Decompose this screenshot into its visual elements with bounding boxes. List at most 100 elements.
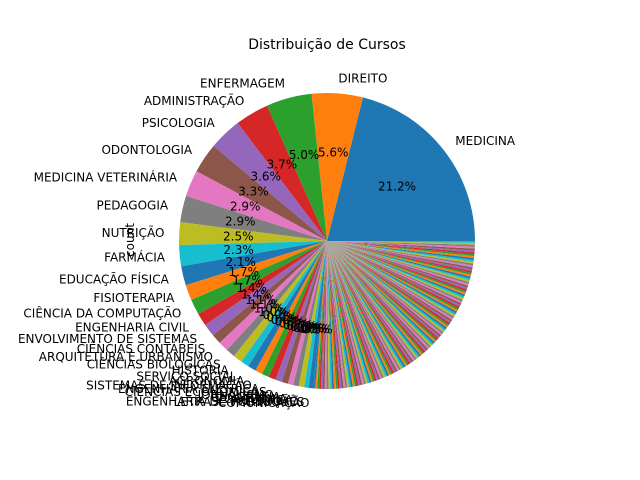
y-axis-label: count xyxy=(123,223,137,257)
slice-percent-label: 0.6% xyxy=(293,321,324,335)
pie-slice-minor xyxy=(327,241,391,376)
chart-title: Distribuição de Cursos xyxy=(248,37,406,53)
pie-slice-minor xyxy=(327,241,467,292)
pie-slice xyxy=(293,241,327,387)
pie-slice-minor xyxy=(327,241,462,306)
slice-percent-label: 0.9% xyxy=(262,308,293,322)
pie-slice-minor xyxy=(327,241,434,346)
slice-percent-label: 1.1% xyxy=(245,293,276,307)
pie-slice-minor xyxy=(327,241,443,336)
pie-slice xyxy=(219,241,327,351)
pie-slice-minor xyxy=(327,241,472,277)
pie-slice-minor xyxy=(327,241,452,324)
pie-slice-minor xyxy=(327,241,411,365)
pie-slice-minor xyxy=(327,241,461,307)
pie-slice-minor xyxy=(327,241,457,316)
slice-label: FARMÁCIA xyxy=(104,249,166,264)
pie-slice-minor xyxy=(324,241,327,389)
slice-percent-label: 5.6% xyxy=(318,145,349,159)
slice-label: SERVIÇO SOCIAL xyxy=(136,369,236,383)
pie-slice-minor xyxy=(327,241,374,383)
slice-label: CIÊNCIAS BIOLÓGICAS xyxy=(87,356,221,371)
pie-slice-minor xyxy=(327,241,361,386)
pie-slice-minor xyxy=(327,241,475,257)
pie-slice xyxy=(308,241,327,389)
pie-slice xyxy=(268,241,327,380)
pie-slice xyxy=(196,145,327,241)
slice-label: MEDICINA xyxy=(455,134,516,148)
pie-slice-minor xyxy=(327,241,388,377)
pie-slice-minor xyxy=(327,241,470,284)
pie-slice-minor xyxy=(327,241,337,389)
pie-slice-minor xyxy=(327,241,417,360)
pie-slice-minor xyxy=(327,241,469,288)
pie-slice-minor xyxy=(327,241,438,342)
pie-slice-minor xyxy=(327,241,435,344)
pie-slice-minor xyxy=(327,241,476,243)
pie-slice-minor xyxy=(327,241,465,297)
slice-label: ZOOTECNIA xyxy=(216,392,288,406)
pie-slice-minor xyxy=(327,241,475,247)
pie-slice-minor xyxy=(327,241,475,245)
slice-percent-label: 3.7% xyxy=(267,158,298,172)
slice-percent-label: 2.1% xyxy=(225,255,256,269)
pie-slice xyxy=(180,195,327,241)
pie-slice xyxy=(226,241,327,357)
pie-slice-minor xyxy=(327,241,451,325)
pie-slice-minor xyxy=(327,241,375,382)
slice-percent-label: 0.8% xyxy=(271,313,302,327)
pie-slice xyxy=(181,241,327,286)
slice-label: COMUNICAÇÃO xyxy=(218,395,310,410)
pie-slice xyxy=(185,241,327,300)
pie-slice-minor xyxy=(327,241,424,355)
pie-slice-minor xyxy=(327,241,421,357)
slice-percent-label: 0.6% xyxy=(290,320,321,334)
pie-slice-minor xyxy=(327,241,465,299)
pie-slice-minor xyxy=(327,241,448,328)
slice-percent-label: 1.0% xyxy=(254,301,285,315)
slice-percent-label: 3.6% xyxy=(250,170,281,184)
slice-label: HISTÓRIA xyxy=(172,363,230,378)
pie-slice xyxy=(298,241,327,388)
pie-slice-minor xyxy=(327,241,475,251)
slice-label: DIREITO xyxy=(338,72,387,86)
pie-slice-minor xyxy=(327,241,474,264)
slice-percent-label: 1.7% xyxy=(232,274,263,288)
pie-slice-minor xyxy=(327,241,406,368)
slice-percent-label: 1.1% xyxy=(250,297,281,311)
pie-slice-minor xyxy=(320,241,327,389)
pie-slice-minor xyxy=(327,241,471,281)
pie-slice-minor xyxy=(327,241,342,389)
pie-slice-minor xyxy=(327,241,396,373)
pie-slice-minor xyxy=(327,241,395,374)
pie-slice xyxy=(281,241,327,384)
pie-slice xyxy=(212,241,327,343)
slice-label: LETRAS - PORTUGUÊS xyxy=(174,394,305,409)
pie-slice-minor xyxy=(327,241,444,334)
slice-label: NUTRIÇÃO xyxy=(102,225,165,240)
slice-percent-label: 2.9% xyxy=(225,215,256,229)
slice-label: PSICOLOGIA xyxy=(142,116,216,130)
pie-slice-minor xyxy=(327,241,381,380)
pie-slice-minor xyxy=(327,241,370,384)
pie-slice-minor xyxy=(327,241,357,387)
pie-slice-minor xyxy=(327,241,454,320)
pie-slice-minor xyxy=(327,241,475,255)
pie-slice-minor xyxy=(327,241,445,333)
pie-slice-minor xyxy=(327,241,475,260)
pie-slice-minor xyxy=(327,241,466,295)
pie-slice xyxy=(327,97,476,242)
pie-slice-minor xyxy=(327,241,372,383)
pie-labels: MEDICINA 21.2% DIREITO 5.6% ENFERMAGEM 5.0% AD… xyxy=(18,72,516,410)
pie-slice-minor xyxy=(327,241,475,249)
pie-slice-minor xyxy=(327,241,475,258)
pie-slice xyxy=(275,241,327,382)
pie-slice-minor xyxy=(327,241,473,270)
pie-slice-minor xyxy=(327,241,353,388)
slice-label: ARQUITETURA E URBANISMO xyxy=(39,350,213,364)
pie-slice-minor xyxy=(327,241,365,385)
slice-percent-label: 0.7% xyxy=(283,318,314,332)
slice-label: CIÊNCIA DA COMPUTAÇÃO xyxy=(23,306,181,321)
